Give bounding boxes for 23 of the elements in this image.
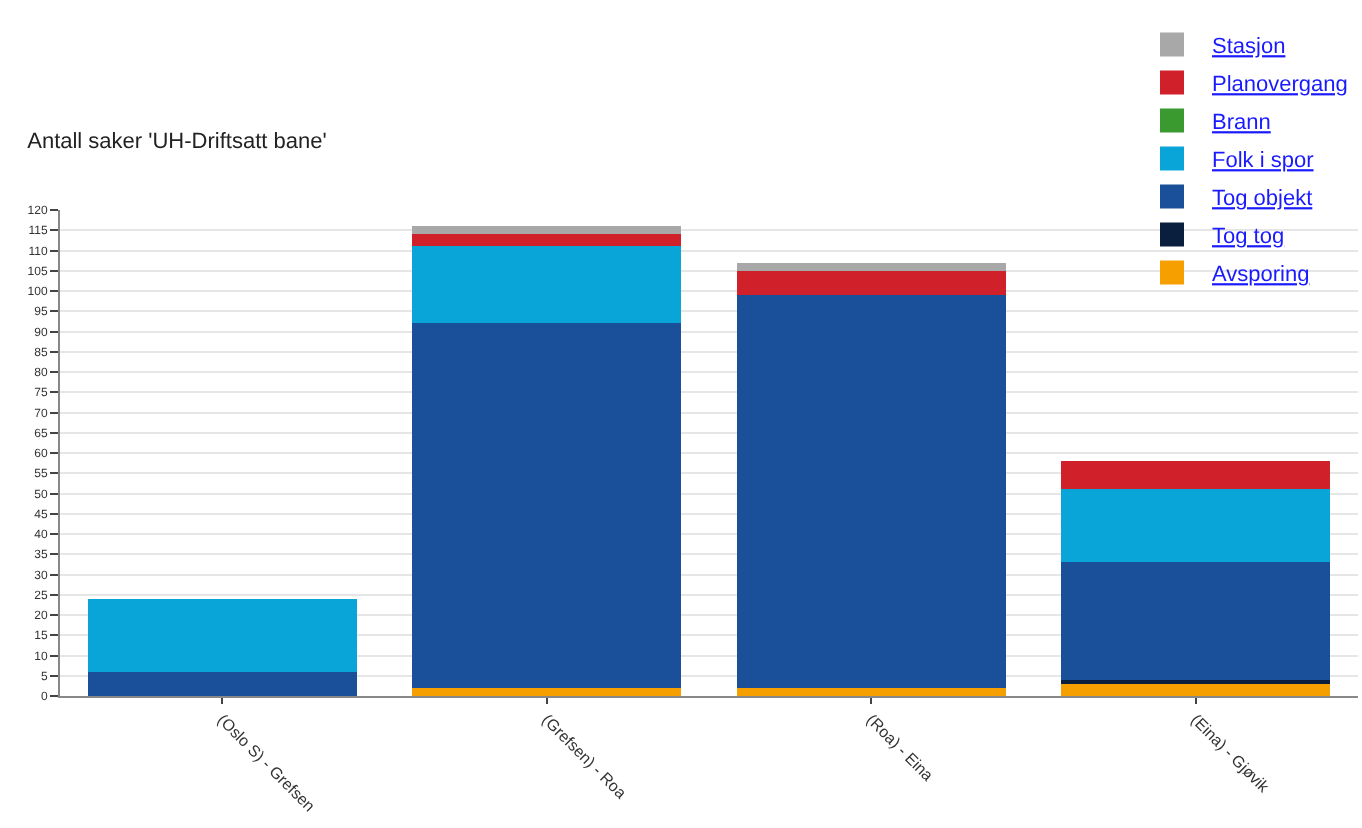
legend-label: Avsporing [1212, 263, 1310, 288]
legend-label: Stasjon [1212, 35, 1286, 60]
bar [87, 598, 357, 672]
legend-label: Tog tog [1212, 225, 1285, 250]
bar [87, 671, 357, 696]
legend-label: Tog objekt [1212, 187, 1313, 212]
bar [736, 687, 1006, 696]
bar [412, 226, 682, 235]
chart-title: Antall saker 'UH-Driftsatt bane' [27, 130, 327, 155]
bar [412, 323, 682, 688]
bar [1061, 562, 1331, 680]
bar [736, 295, 1006, 688]
bar [736, 262, 1006, 271]
bar [1061, 461, 1331, 490]
legend-label: Brann [1212, 111, 1271, 136]
legend-label: Planovergang [1212, 73, 1348, 98]
bar [412, 234, 682, 247]
bar [1061, 683, 1331, 696]
bar [412, 246, 682, 324]
bar [736, 270, 1006, 296]
bar [1061, 489, 1331, 563]
legend-label: Folk i spor [1212, 149, 1315, 174]
bar [412, 687, 682, 696]
